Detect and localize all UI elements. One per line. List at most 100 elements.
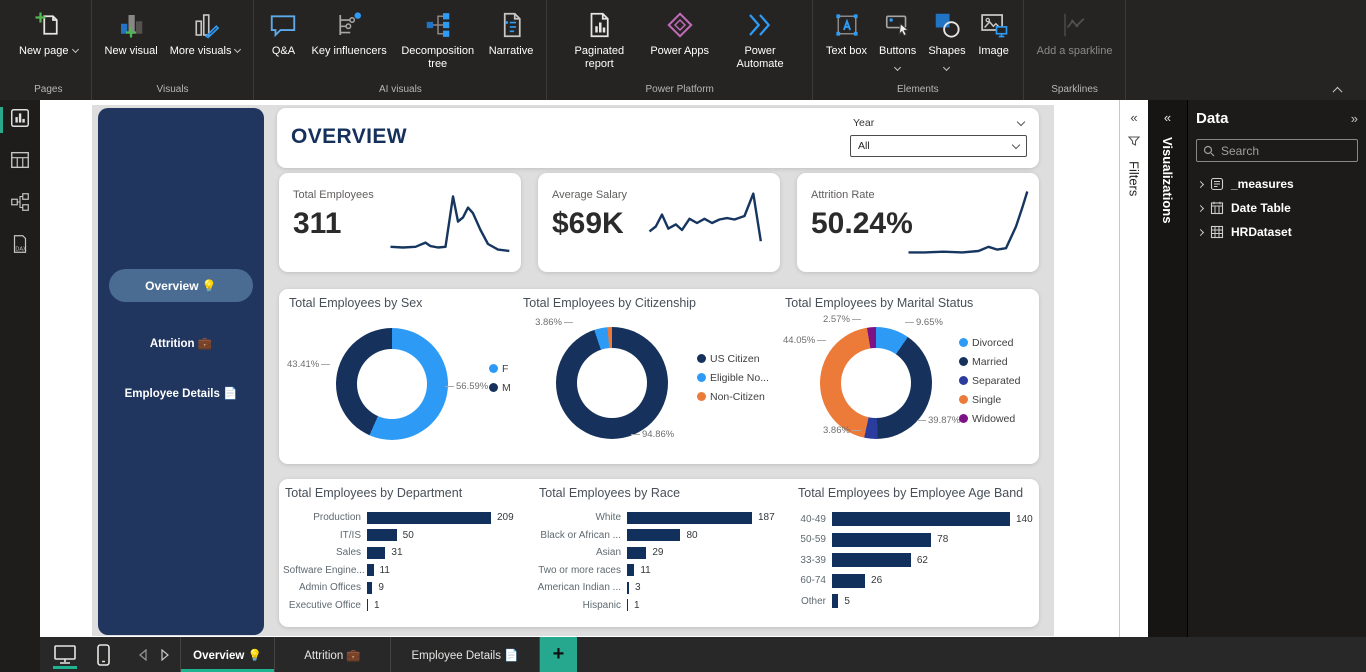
filter-icon [1127,134,1141,152]
mobile-view-icon [97,643,110,666]
bar [367,529,397,542]
mobile-view-button[interactable] [84,637,122,672]
donut-chart-total-employees-by-marital-status: Total Employees by Marital Status 2.57% 9.… [779,289,1039,464]
callout-label: 3.86% [535,317,575,328]
key-influencers-button[interactable]: Key influencers [306,7,391,58]
legend-item: US Citizen [697,349,769,368]
power-automate-button[interactable]: Power Automate [716,7,804,71]
page-tab-overview[interactable]: Overview 💡 [180,637,274,672]
legend-item: Separated [959,371,1020,390]
kpi-sparkline [390,195,510,253]
visualizations-pane-collapsed[interactable]: « Visualizations [1148,100,1187,637]
filters-pane-collapsed[interactable]: « Filters [1119,100,1148,637]
page-tab-attrition[interactable]: Attrition 💼 [274,637,390,672]
bar-value-label: 50 [402,529,414,541]
dax-query-view-button[interactable]: DAX [0,226,40,266]
q-a-button[interactable]: Q&A [262,7,304,58]
report-view-button[interactable] [0,100,40,140]
tree-item-measures[interactable]: _measures [1196,172,1358,196]
new-visual-icon [116,7,146,43]
image-button[interactable]: Image [973,7,1015,58]
ribbon-button-label: Power Automate [736,45,784,70]
collapse-ribbon-button[interactable] [1332,80,1352,97]
nav-item-attrition[interactable]: Attrition 💼 [149,338,213,350]
page-tab-employee-details[interactable]: Employee Details 📄 [390,637,539,672]
ribbon-button-label: Key influencers [311,45,387,57]
model-view-button[interactable] [0,184,40,224]
chart-title: Total Employees by Race [539,486,681,500]
page-tabs: Overview 💡 Attrition 💼 Employee Details 📄 [180,637,539,672]
narrative-button[interactable]: Narrative [484,7,539,58]
bar-category-label: IT/IS [339,529,361,541]
shapes-button[interactable]: Shapes [923,7,970,77]
callout-label: 94.86% [629,429,674,440]
desktop-view-button[interactable] [46,637,84,672]
bar-value-label: 80 [686,529,698,541]
bar [367,581,373,594]
next-page-arrow[interactable] [154,637,176,672]
chevron-right-icon [1196,204,1205,212]
search-input[interactable]: Search [1196,139,1358,162]
callout-label: 44.05% [783,335,827,346]
bar [627,529,681,542]
paginated-report-button[interactable]: Paginated report [555,7,643,71]
tree-item-hrdataset[interactable]: HRDataset [1196,220,1358,244]
bar-category-label: Sales [335,547,361,559]
more-visuals-button[interactable]: More visuals [165,7,246,58]
new-page-tab-button[interactable]: + [539,637,577,672]
collapse-data-pane-icon[interactable]: » [1350,111,1358,126]
ribbon-group-label: Visuals [156,84,189,95]
bar-value-label: 31 [391,547,403,559]
leader-line [321,363,331,365]
legend-label: Single [972,393,1002,406]
report-page: Overview 💡 Attrition 💼 Employee Details 📄 … [92,105,1054,636]
legend-label: F [502,362,509,375]
report-nav-panel: Overview 💡 Attrition 💼 Employee Details 📄 [98,108,264,635]
expand-filters-icon[interactable]: « [1130,110,1138,125]
bar-category-label: American Indian ... [537,582,621,594]
chevron-down-icon [894,63,902,72]
ribbon-button-label: Buttons [879,45,917,57]
text-box-button[interactable]: Text box [821,7,872,58]
table-view-button[interactable] [0,142,40,182]
power-apps-button[interactable]: Power Apps [645,7,714,58]
nav-item-overview[interactable]: Overview 💡 [109,269,253,302]
new-page-button[interactable]: New page [14,7,83,58]
bar-value-label: 1 [634,599,640,611]
tree-item-label: HRDataset [1231,225,1292,239]
decomposition-tree-button[interactable]: Decomposition tree [394,7,482,71]
ribbon-button-label: Text box [826,45,867,57]
slicer-header: Year [850,115,1027,131]
header-card: OVERVIEW Year All [277,108,1039,168]
triangle-left-icon [139,648,147,661]
donut-ring [336,328,448,440]
power-automate-icon [744,7,776,43]
new-visual-button[interactable]: New visual [100,7,163,58]
expand-visualizations-icon[interactable]: « [1163,110,1172,125]
legend-dot [489,383,498,392]
bar-category-label: White [595,512,621,524]
bar [627,599,628,612]
bar-row: Executive Office 1 [283,597,533,615]
ribbon-group-elements: Text box Buttons Shapes Image Elements [813,0,1024,100]
legend-item: Married [959,352,1020,371]
bar [832,573,866,588]
buttons-button[interactable]: Buttons [874,7,921,77]
nav-item-employee-details[interactable]: Employee Details 📄 [124,388,238,400]
bar-category-label: Production [313,512,361,524]
ribbon-button-label: Add a sparkline [1036,45,1113,57]
kpi-card-average-salary: Average Salary $69K [538,173,780,272]
ribbon-button-label: Q&A [271,45,296,57]
previous-page-arrow[interactable] [132,637,154,672]
bar-row: 50-59 78 [794,530,1037,551]
bar-row: Other 5 [794,591,1037,612]
page-title: OVERVIEW [291,125,408,148]
bar-category-label: 40-49 [800,513,826,525]
year-dropdown[interactable]: All [850,135,1027,157]
narrative-icon [496,7,526,43]
report-view-icon [9,107,31,134]
table-icon [1210,225,1224,239]
bar-value-label: 78 [937,534,949,546]
tree-item-date-table[interactable]: Date Table [1196,196,1358,220]
